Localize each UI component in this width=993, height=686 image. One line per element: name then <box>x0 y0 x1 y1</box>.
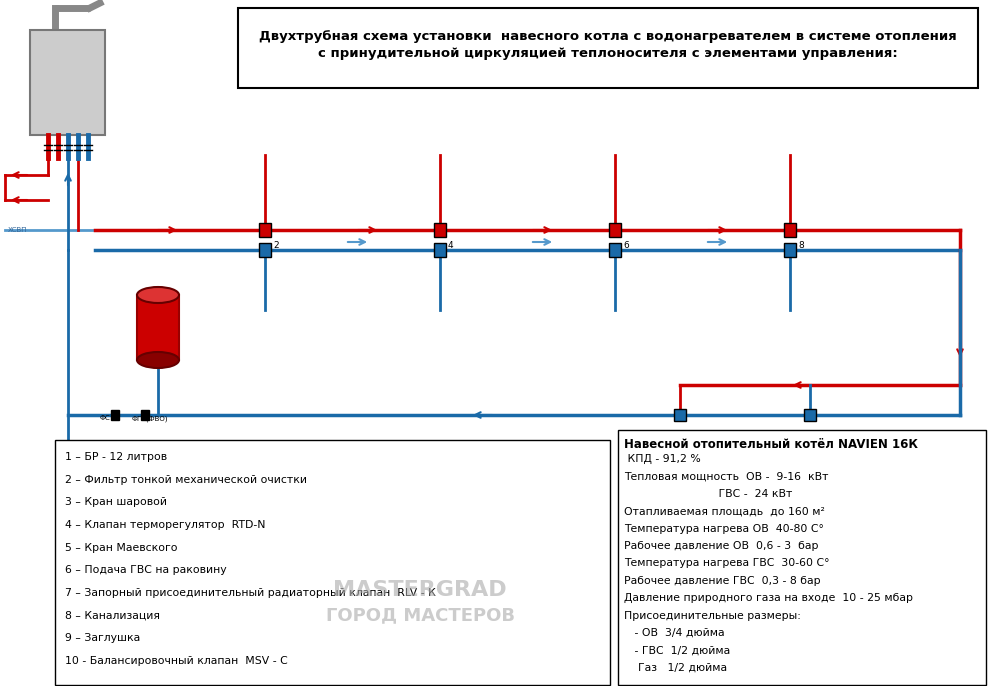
Text: ГВС -  24 кВт: ГВС - 24 кВт <box>624 489 792 499</box>
Bar <box>609 223 621 237</box>
Text: Газ   1/2 дюйма: Газ 1/2 дюйма <box>624 663 727 673</box>
Bar <box>55 440 610 685</box>
Text: 9 – Заглушка: 9 – Заглушка <box>65 633 140 643</box>
Text: Давление природного газа на входе  10 - 25 мбар: Давление природного газа на входе 10 - 2… <box>624 593 913 603</box>
Text: Рабочее давление ОВ  0,6 - 3  бар: Рабочее давление ОВ 0,6 - 3 бар <box>624 541 818 551</box>
Text: ФГС(ФВО): ФГС(ФВО) <box>132 415 168 421</box>
Text: 4: 4 <box>448 241 454 250</box>
Bar <box>259 243 271 257</box>
Bar <box>674 409 686 421</box>
Text: 6 – Подача ГВС на раковину: 6 – Подача ГВС на раковину <box>65 565 226 576</box>
Bar <box>784 243 796 257</box>
Bar <box>434 223 446 237</box>
Bar <box>238 8 978 88</box>
Text: 2: 2 <box>273 241 279 250</box>
Text: ФС: ФС <box>99 415 110 421</box>
Text: 2 – Фильтр тонкой механической очистки: 2 – Фильтр тонкой механической очистки <box>65 475 307 485</box>
Bar <box>609 243 621 257</box>
Ellipse shape <box>137 352 179 368</box>
Text: 6: 6 <box>623 241 629 250</box>
Bar <box>618 430 986 685</box>
Bar <box>141 410 149 420</box>
Text: 7 – Запорный присоединительный радиаторный клапан  RLV - К: 7 – Запорный присоединительный радиаторн… <box>65 588 436 598</box>
Text: КПД - 91,2 %: КПД - 91,2 % <box>624 454 701 464</box>
Text: 4 – Клапан терморегулятор  RTD-N: 4 – Клапан терморегулятор RTD-N <box>65 520 265 530</box>
Text: 5 – Кран Маевского: 5 – Кран Маевского <box>65 543 178 553</box>
Text: 8 – Канализация: 8 – Канализация <box>65 611 160 621</box>
Text: Рабочее давление ГВС  0,3 - 8 бар: Рабочее давление ГВС 0,3 - 8 бар <box>624 576 820 586</box>
Bar <box>111 410 119 420</box>
Text: 1 – БР - 12 литров: 1 – БР - 12 литров <box>65 452 167 462</box>
Text: Двухтрубная схема установки  навесного котла с водонагревателем в системе отопле: Двухтрубная схема установки навесного ко… <box>259 30 957 60</box>
Bar <box>784 223 796 237</box>
Text: Тепловая мощность  ОВ -  9-16  кВт: Тепловая мощность ОВ - 9-16 кВт <box>624 471 828 482</box>
Text: - ОВ  3/4 дюйма: - ОВ 3/4 дюйма <box>624 628 725 638</box>
Text: - ГВС  1/2 дюйма: - ГВС 1/2 дюйма <box>624 646 730 656</box>
Text: Навесной отопительный котёл NAVIEN 16К: Навесной отопительный котёл NAVIEN 16К <box>624 438 918 451</box>
Text: Отапливаемая площадь  до 160 м²: Отапливаемая площадь до 160 м² <box>624 506 825 517</box>
Text: 10 - Балансировочный клапан  MSV - С: 10 - Балансировочный клапан MSV - С <box>65 657 288 666</box>
Text: ГОРОД МАСТЕРОВ: ГОРОД МАСТЕРОВ <box>326 606 514 624</box>
Bar <box>434 243 446 257</box>
Text: MASTERGRAD: MASTERGRAD <box>334 580 506 600</box>
Bar <box>804 409 816 421</box>
Text: Температура нагрева ОВ  40-80 С°: Температура нагрева ОВ 40-80 С° <box>624 523 824 534</box>
Text: Присоединительные размеры:: Присоединительные размеры: <box>624 611 801 621</box>
Text: 8: 8 <box>798 241 803 250</box>
Ellipse shape <box>137 287 179 303</box>
Bar <box>259 223 271 237</box>
Text: Температура нагрева ГВС  30-60 С°: Температура нагрева ГВС 30-60 С° <box>624 558 829 569</box>
Text: 3 – Кран шаровой: 3 – Кран шаровой <box>65 497 167 508</box>
Bar <box>30 30 105 135</box>
Bar <box>137 295 179 360</box>
Text: ХСВП: ХСВП <box>8 227 28 233</box>
